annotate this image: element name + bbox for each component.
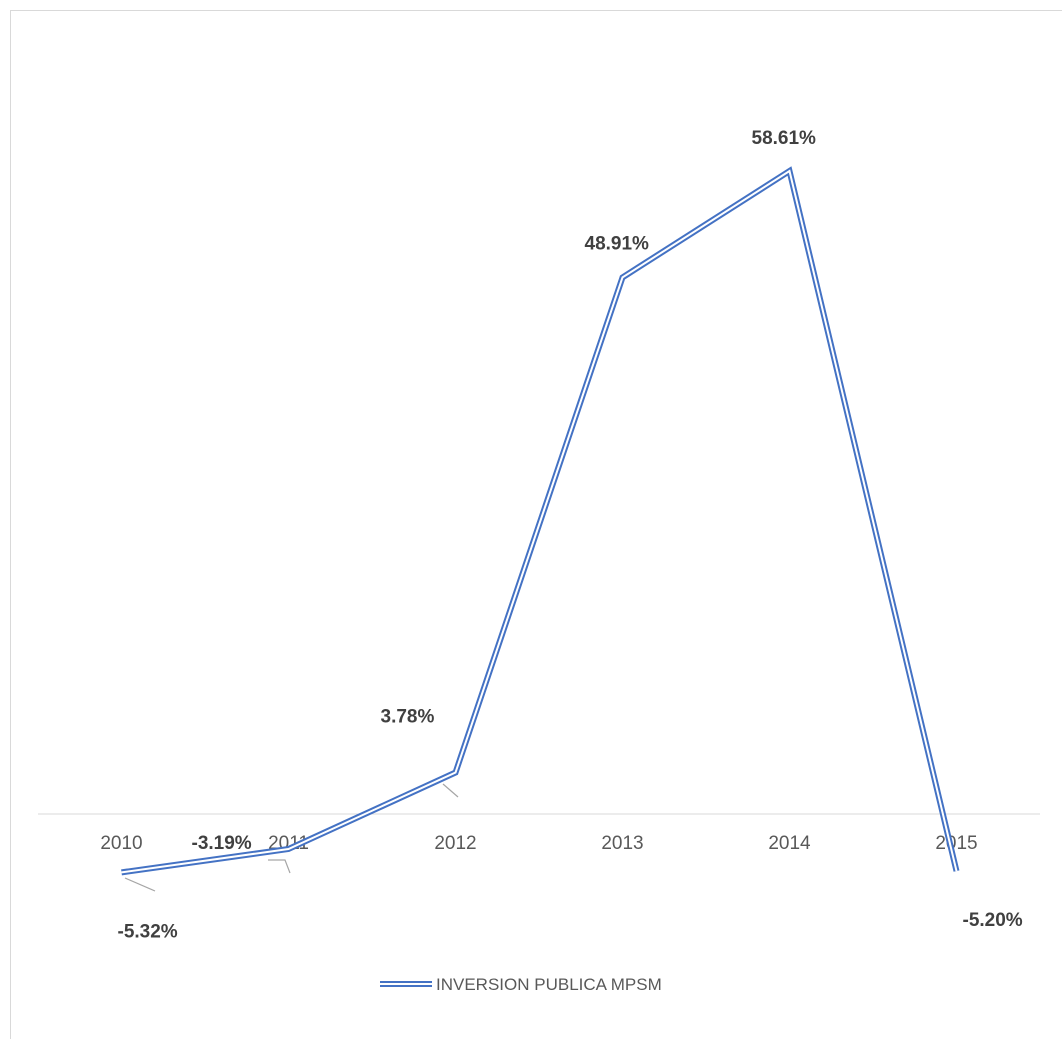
x-tick-label-2012: 2012: [434, 833, 476, 854]
x-tick-label-2015: 2015: [935, 833, 977, 854]
label-leader-lines: [124, 783, 459, 892]
legend-label: INVERSION PUBLICA MPSM: [436, 975, 662, 994]
x-tick-label-2013: 2013: [601, 833, 643, 854]
data-labels: -5.32% -3.19% 3.78% 48.91% 58.61% -5.20%: [118, 128, 1023, 942]
data-label-2013: 48.91%: [585, 233, 650, 254]
data-label-2012: 3.78%: [381, 707, 435, 728]
data-label-2015: -5.20%: [963, 910, 1023, 931]
series-line-inner: [121, 169, 958, 874]
series-line-outer: [121, 166, 960, 876]
data-label-2011: -3.19%: [192, 833, 252, 854]
x-tick-label-2014: 2014: [768, 833, 811, 854]
data-label-2014: 58.61%: [752, 128, 817, 149]
leader-line-2012: [442, 783, 459, 798]
x-tick-label-2010: 2010: [100, 833, 142, 854]
legend: INVERSION PUBLICA MPSM: [380, 975, 662, 994]
series-inversion-publica: [121, 166, 960, 876]
data-label-2010: -5.32%: [118, 921, 178, 942]
leader-line-2011: [268, 859, 291, 874]
leader-line-2010: [124, 877, 156, 892]
